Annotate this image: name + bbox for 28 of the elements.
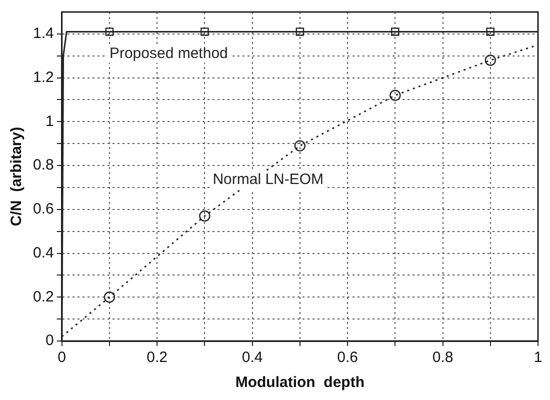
point [199,210,210,222]
y-tick-label: 1.2 [32,68,54,86]
y-tick-label: 0 [46,332,54,350]
series-label: Normal LN-EOM [212,171,324,188]
point [105,28,114,36]
y-tick-label: 1.4 [32,25,54,42]
series-label: Proposed method [109,44,228,62]
y-axis-title: C/N (arbitary) [8,126,26,226]
y-tick-label: 1 [46,112,54,130]
point [294,140,306,152]
point [390,90,401,101]
x-tick-label: 0 [58,349,66,366]
x-tick-label: 0.4 [242,349,263,366]
y-tick-label: 0.4 [32,244,54,262]
point [486,28,495,36]
y-tick-label: 0.8 [32,156,54,174]
x-tick-label: 0.2 [146,349,168,366]
point [296,28,304,36]
y-tick-label: 0.2 [32,288,54,306]
x-axis-title: Modulation depth [235,374,364,392]
point [200,28,209,36]
point [484,54,496,66]
x-tick-label: 0.6 [337,349,358,366]
point [104,292,116,303]
x-tick-label: 0.8 [432,349,454,366]
x-tick-label: 1 [534,349,542,366]
y-tick-label: 0.6 [32,200,54,218]
point [391,28,400,36]
